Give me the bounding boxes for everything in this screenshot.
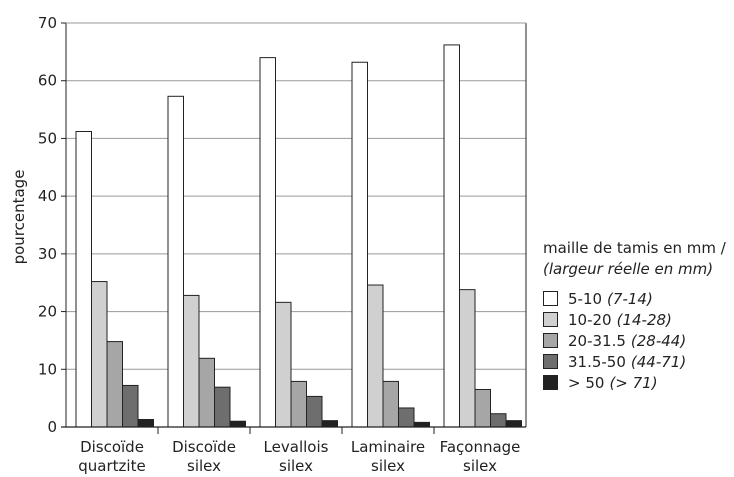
y-tick-label: 60: [38, 72, 57, 90]
legend-item: > 50 (> 71): [543, 372, 726, 393]
bar-3-4: [306, 395, 323, 428]
bar-4-1: [351, 61, 368, 428]
legend-swatch: [543, 312, 558, 327]
legend-swatch: [543, 291, 558, 306]
bar-3-5: [321, 420, 338, 428]
legend-note: (> 71): [609, 373, 658, 392]
legend-title: maille de tamis en mm /: [543, 239, 726, 257]
bar-4-2: [367, 284, 384, 428]
bar-1-1: [75, 131, 92, 428]
category-label: Discoïde quartzite: [78, 438, 145, 475]
y-tick-label: 10: [38, 360, 57, 378]
legend-note: (7-14): [607, 289, 653, 308]
legend-item: 20-31.5 (28-44): [543, 330, 726, 351]
bar-3-3: [290, 380, 307, 428]
legend-subtitle: (largeur réelle en mm): [543, 260, 714, 278]
bar-4-4: [398, 407, 415, 428]
bar-2-1: [167, 95, 184, 428]
y-axis-label: pourcentage: [10, 170, 28, 265]
bar-2-5: [229, 420, 246, 428]
legend-item: 31.5-50 (44-71): [543, 351, 726, 372]
category-label: Façonnage silex: [440, 438, 521, 475]
y-tick-labels: 0 10 20 30 40 50 60 70: [38, 14, 66, 436]
bar-2-4: [214, 386, 231, 428]
y-tick-label: 70: [38, 14, 57, 32]
legend-items: 5-10 (7-14) 10-20 (14-28) 20-31.5 (28-44) 31.5…: [543, 288, 726, 393]
bar-1-2: [91, 281, 108, 428]
bar-2-2: [183, 294, 200, 428]
legend: maille de tamis en mm / (largeur réelle …: [543, 238, 726, 393]
category-label: Laminaire silex: [351, 438, 425, 475]
legend-label: > 50: [568, 373, 605, 392]
bars: [75, 44, 522, 428]
bar-5-5: [505, 420, 522, 428]
legend-note: (28-44): [630, 331, 687, 350]
legend-label: 31.5-50: [568, 352, 626, 371]
bar-3-2: [275, 301, 292, 428]
y-tick-label: 40: [38, 187, 57, 205]
legend-label: 5-10: [568, 289, 603, 308]
bar-5-2: [459, 289, 476, 428]
bar-5-4: [490, 413, 507, 428]
bar-3-1: [259, 57, 276, 428]
category-label: Levallois silex: [264, 438, 329, 475]
legend-note: (44-71): [630, 352, 687, 371]
axes: [61, 22, 527, 434]
y-tick-label: 30: [38, 245, 57, 263]
category-label: Discoïde silex: [172, 438, 236, 475]
legend-item: 10-20 (14-28): [543, 309, 726, 330]
bar-5-1: [443, 44, 460, 428]
bar-5-3: [474, 388, 491, 428]
bar-1-3: [106, 341, 123, 428]
bar-4-3: [382, 380, 399, 428]
bar-1-5: [137, 418, 154, 428]
y-tick-label: 20: [38, 303, 57, 321]
legend-swatch: [543, 354, 558, 369]
legend-item: 5-10 (7-14): [543, 288, 726, 309]
legend-label: 10-20: [568, 310, 612, 329]
y-tick-label: 50: [38, 129, 57, 147]
legend-note: (14-28): [616, 310, 672, 329]
y-tick-label: 0: [47, 418, 57, 436]
category-labels: Discoïde quartzite Discoïde silex Levallois s…: [78, 438, 520, 475]
bar-2-3: [198, 357, 215, 428]
legend-swatch: [543, 333, 558, 348]
bar-4-5: [413, 421, 430, 428]
bar-1-4: [122, 384, 139, 428]
legend-label: 20-31.5: [568, 331, 626, 350]
legend-swatch: [543, 375, 558, 390]
